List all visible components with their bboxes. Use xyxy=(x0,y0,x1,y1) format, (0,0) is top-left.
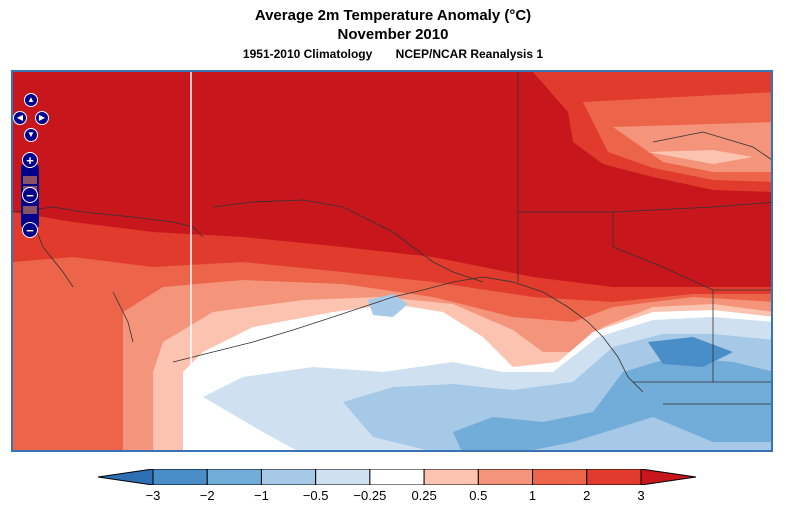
zoom-out-button[interactable]: − xyxy=(22,187,38,203)
anomaly-map[interactable] xyxy=(11,70,773,452)
pan-right-arrow-icon: ▶ xyxy=(38,113,46,122)
colorbar-tick-label: 0.5 xyxy=(469,488,488,503)
colorbar-box xyxy=(423,469,479,485)
zoom-minimum-button[interactable]: − xyxy=(22,222,38,238)
colorbar-tick-label: 0.25 xyxy=(411,488,437,503)
zoom-in-button[interactable]: + xyxy=(22,152,38,168)
minus-icon: − xyxy=(26,187,34,203)
colorbar-box xyxy=(477,469,534,485)
colorbar-box xyxy=(369,469,425,485)
anomaly-map-graphic xyxy=(13,72,771,450)
minus-icon: − xyxy=(26,222,34,238)
zoom-level-step[interactable] xyxy=(23,176,37,184)
anomaly-band-cool-bay xyxy=(368,294,408,317)
coastlines xyxy=(13,72,771,405)
colorbar-box xyxy=(260,469,317,485)
zoom-level-step[interactable] xyxy=(23,206,37,214)
colorbar-tick-label: 1 xyxy=(528,488,537,503)
chart-subtitle: 1951-2010 Climatology NCEP/NCAR Reanalys… xyxy=(0,46,786,62)
chart-title: Average 2m Temperature Anomaly (°C) xyxy=(254,7,532,24)
colorbar-box xyxy=(315,469,371,485)
colorbar-tick-label: −0.5 xyxy=(302,488,329,503)
anomaly-band-cool-2 xyxy=(648,337,733,367)
pan-right-button[interactable]: ▶ xyxy=(35,111,49,125)
colorbar xyxy=(98,469,696,485)
anomaly-band-cool-1 xyxy=(453,357,771,450)
colorbar-box xyxy=(586,469,642,485)
pan-left-arrow-icon: ◀ xyxy=(16,113,24,122)
anomaly-band-warm-025-ne xyxy=(648,150,753,164)
plus-icon: + xyxy=(26,152,34,168)
colorbar-box xyxy=(206,469,262,485)
colorbar-tick-label: −2 xyxy=(199,488,215,503)
colorbar-box xyxy=(152,469,208,485)
colorbar-box xyxy=(532,469,588,485)
colorbar-extend-high xyxy=(640,469,696,485)
chart-title-block: Average 2m Temperature Anomaly (°C) Nove… xyxy=(0,6,786,62)
climatology-label: 1951-2010 Climatology xyxy=(242,47,373,61)
colorbar-tick-label: −3 xyxy=(145,488,161,503)
colorbar-extend-low xyxy=(98,469,154,485)
colorbar-tick-label: −0.25 xyxy=(353,488,387,503)
colorbar-tick-label: 3 xyxy=(637,488,645,503)
pan-down-button[interactable]: ▼ xyxy=(24,128,38,142)
pan-left-button[interactable]: ◀ xyxy=(13,111,27,125)
colorbar-tick-label: 2 xyxy=(583,488,591,503)
pan-down-arrow-icon: ▼ xyxy=(27,130,35,139)
pan-up-arrow-icon: ▲ xyxy=(27,95,35,104)
dataset-label: NCEP/NCAR Reanalysis 1 xyxy=(395,47,544,61)
colorbar-tick-label: −1 xyxy=(254,488,269,503)
chart-period: November 2010 xyxy=(337,26,449,43)
pan-up-button[interactable]: ▲ xyxy=(24,93,38,107)
